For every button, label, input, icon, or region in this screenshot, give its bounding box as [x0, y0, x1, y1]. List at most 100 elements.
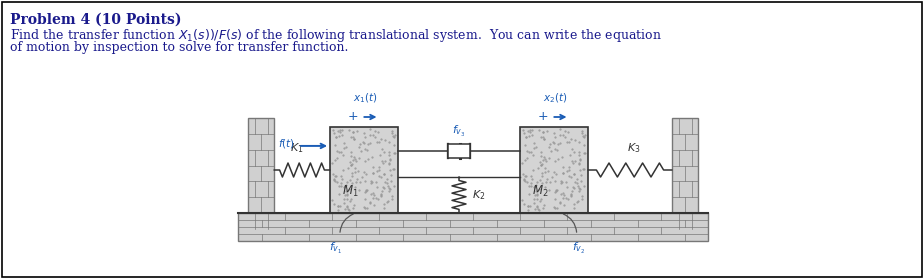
Point [562, 140, 577, 145]
Point [533, 134, 548, 139]
Point [517, 131, 531, 136]
Point [339, 183, 354, 187]
Point [542, 145, 557, 149]
Point [574, 172, 589, 177]
Point [566, 172, 581, 176]
Point [520, 208, 535, 212]
Point [360, 141, 375, 146]
Point [370, 169, 384, 173]
Point [566, 160, 581, 165]
Point [520, 204, 535, 208]
Point [553, 133, 567, 137]
Text: +: + [538, 110, 549, 124]
Point [561, 197, 576, 202]
Point [364, 179, 379, 183]
Point [517, 202, 531, 206]
Point [537, 136, 552, 141]
Point [547, 134, 562, 139]
Point [334, 133, 349, 138]
Point [546, 170, 561, 174]
Point [383, 178, 398, 183]
Point [332, 134, 346, 138]
Point [383, 157, 397, 162]
Point [368, 135, 383, 140]
Point [357, 170, 371, 174]
Point [365, 170, 380, 175]
Point [544, 148, 559, 153]
Point [374, 193, 389, 198]
Point [341, 187, 356, 191]
Point [338, 145, 353, 150]
Point [382, 162, 396, 166]
Point [363, 141, 378, 145]
Point [578, 133, 592, 137]
Point [378, 138, 393, 143]
Point [346, 135, 360, 139]
Point [527, 185, 541, 190]
Point [535, 206, 550, 210]
Point [343, 178, 358, 182]
Point [532, 178, 547, 182]
Point [325, 161, 340, 166]
Point [570, 200, 585, 204]
Text: $f_{v_1}$: $f_{v_1}$ [329, 241, 343, 256]
Point [530, 179, 545, 184]
Point [365, 171, 380, 176]
Point [385, 134, 400, 138]
Point [548, 197, 563, 201]
Point [329, 174, 344, 179]
Point [567, 150, 582, 154]
Point [542, 187, 557, 192]
Point [515, 198, 529, 202]
Point [347, 166, 362, 170]
Point [560, 130, 575, 134]
Point [374, 192, 389, 197]
Point [380, 200, 395, 204]
Point [528, 193, 542, 198]
Point [529, 205, 544, 210]
Point [376, 160, 391, 165]
Point [536, 158, 551, 162]
Point [345, 162, 359, 166]
Point [346, 206, 360, 210]
Point [329, 156, 344, 161]
Point [578, 151, 592, 155]
Point [359, 147, 374, 152]
Point [384, 194, 399, 198]
Point [382, 140, 396, 144]
Point [333, 128, 347, 133]
Point [376, 184, 391, 189]
Point [561, 174, 576, 179]
Point [335, 168, 350, 172]
Point [553, 127, 568, 132]
Point [565, 189, 579, 193]
Text: $x_2(t)$: $x_2(t)$ [543, 92, 567, 105]
Point [375, 147, 390, 151]
Point [382, 185, 396, 190]
Point [351, 169, 366, 174]
Point [529, 192, 544, 196]
Point [517, 178, 531, 182]
Point [353, 141, 368, 146]
Point [564, 137, 578, 142]
Point [566, 186, 581, 191]
Point [357, 205, 371, 210]
Point [365, 179, 380, 184]
Point [352, 145, 367, 149]
Point [383, 172, 398, 177]
Point [560, 169, 575, 173]
Point [570, 181, 585, 186]
Point [525, 177, 540, 181]
Point [577, 143, 591, 147]
Point [538, 184, 553, 189]
Point [383, 168, 397, 172]
Point [370, 184, 384, 189]
Point [538, 169, 553, 174]
Point [367, 193, 382, 197]
Point [563, 153, 578, 158]
Point [341, 128, 356, 133]
Point [549, 188, 564, 193]
Point [518, 134, 533, 139]
Point [527, 141, 541, 145]
Point [339, 192, 354, 196]
